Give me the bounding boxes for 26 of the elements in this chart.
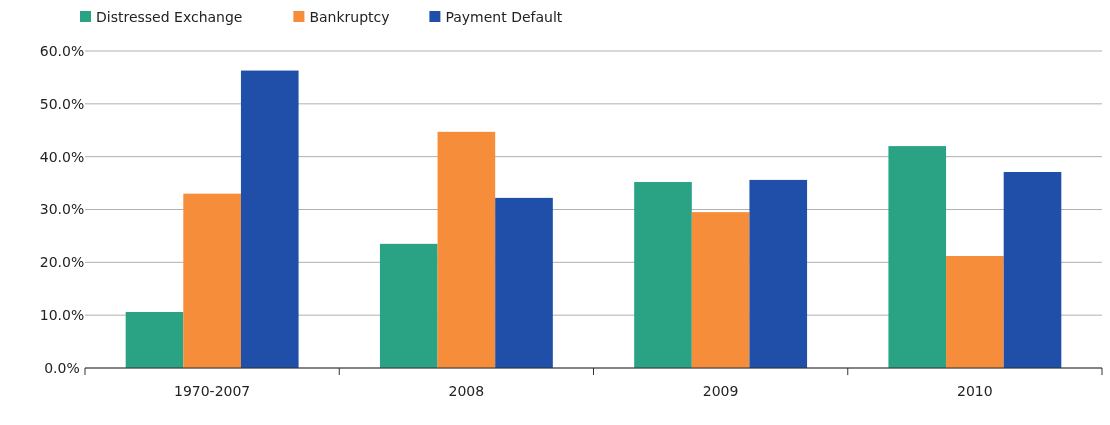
- x-tick-label: 1970-2007: [173, 383, 251, 399]
- bar: [125, 312, 184, 368]
- x-tick-label: 2009: [702, 383, 739, 399]
- legend-label: Distressed Exchange: [96, 8, 243, 25]
- bar: [691, 212, 750, 368]
- y-tick-label: 30.0%: [39, 201, 85, 218]
- x-tick-label: 2010: [957, 383, 993, 399]
- legend-label: Bankruptcy: [309, 8, 390, 25]
- y-tick-label: 10.0%: [39, 307, 85, 324]
- bar: [749, 179, 808, 368]
- y-tick-label: 60.0%: [39, 42, 85, 59]
- bar: [183, 193, 241, 368]
- legend-label: Payment Default: [445, 8, 563, 25]
- bar: [379, 243, 438, 368]
- y-tick-label: 20.0%: [39, 254, 85, 271]
- x-tick-label: 2008: [448, 383, 485, 399]
- y-tick-label: 50.0%: [39, 95, 85, 112]
- bar: [1003, 171, 1062, 368]
- y-tick-label: 0.0%: [44, 359, 80, 376]
- bar: [240, 70, 299, 368]
- bar: [495, 197, 553, 368]
- bar: [634, 182, 692, 368]
- bar: [946, 255, 1004, 368]
- bar: [888, 146, 947, 368]
- y-tick-label: 40.0%: [39, 148, 85, 165]
- bar: [437, 131, 496, 368]
